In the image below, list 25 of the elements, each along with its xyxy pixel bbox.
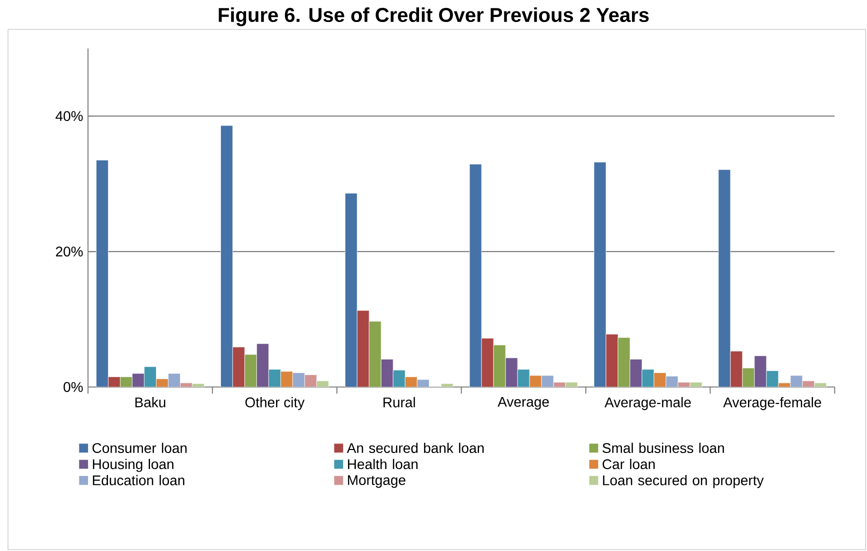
bar	[618, 337, 630, 387]
bar	[120, 376, 132, 387]
legend-label: Education loan	[92, 475, 184, 486]
x-tick-label: Average-female	[723, 397, 822, 410]
bar	[304, 374, 317, 387]
x-tick-label: Baku	[135, 397, 166, 408]
x-tick-label: Average-male	[604, 397, 691, 410]
legend-label: Housing loan	[92, 458, 174, 472]
x-tick-label: Rural	[384, 397, 415, 408]
x-tick-label: Other city	[245, 397, 305, 410]
legend-label: Car loan	[602, 458, 655, 470]
legend-label: An secured bank loan	[346, 442, 484, 454]
bar	[368, 321, 382, 387]
bar	[493, 344, 506, 387]
chart-title: Figure 6. Use of Credit Over Previous 2 Years	[218, 7, 649, 26]
legend-label: Consumer loan	[92, 442, 187, 454]
bar	[244, 354, 257, 387]
y-tick-label: 20%	[56, 246, 83, 256]
x-tick-label: Average	[498, 397, 549, 410]
y-tick-label: 0%	[64, 382, 83, 392]
legend-label: Health loan	[348, 458, 418, 470]
legend-label: Mortgage	[348, 475, 406, 488]
legend-label: Loan secured on property	[603, 475, 764, 488]
legend-label: Smal business loan	[602, 442, 724, 454]
y-tick-label: 40%	[56, 111, 83, 122]
